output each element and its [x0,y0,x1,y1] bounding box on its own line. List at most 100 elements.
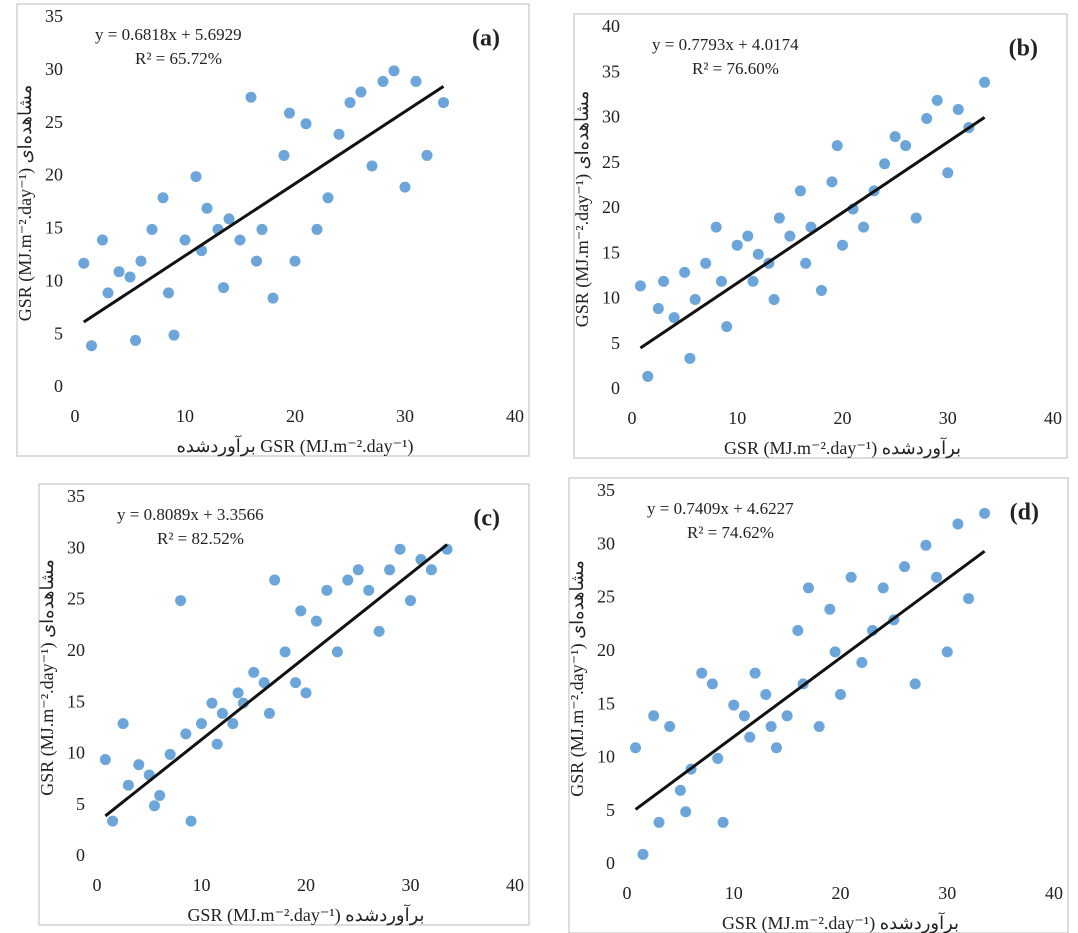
point [425,564,437,576]
trendline [639,116,986,350]
y-tick-label: 35 [597,480,615,500]
point [394,543,406,555]
y-axis-label: GSR (MJ.m⁻².day⁻¹) مشاهده‌ای [572,91,593,327]
point [792,625,804,637]
point [377,75,389,87]
point [749,667,761,679]
x-tick-label: 20 [832,883,850,903]
point [216,707,228,719]
point [813,720,825,732]
point [653,816,665,828]
y-tick-label: 30 [67,537,85,557]
point [355,86,367,98]
point [234,234,246,246]
x-tick-label: 0 [628,408,637,428]
point [634,280,646,292]
point [157,192,169,204]
point [333,128,345,140]
point [963,593,975,605]
point [384,564,396,576]
point [889,131,901,143]
point [921,113,933,124]
point [910,212,922,224]
point [684,352,696,364]
equation: y = 0.6818x + 5.6929 [95,25,242,44]
point [805,221,817,233]
point [251,255,262,267]
y-tick-label: 20 [597,640,615,660]
x-tick-label: 40 [506,875,524,895]
point [352,564,364,576]
point [742,230,754,242]
point [738,710,750,722]
point [728,699,740,711]
x-tick-label: 10 [176,406,194,426]
equation: y = 0.7409x + 4.6227 [647,499,794,518]
point [952,518,964,530]
point [931,571,943,583]
point [211,738,223,750]
point [122,779,134,791]
point [206,697,218,709]
trendline [104,543,449,818]
y-tick-label: 0 [606,853,615,873]
point [815,284,827,296]
point [715,275,727,287]
point [837,239,848,251]
y-tick-label: 15 [597,693,615,713]
point [279,646,291,658]
panel-label: (a) [472,26,500,52]
x-axis-label: برآوردشده GSR (MJ.m⁻².day⁻¹) [176,435,413,457]
point [388,65,400,77]
point [858,221,870,233]
y-tick-label: 30 [602,107,620,127]
x-tick-label: 40 [506,406,524,426]
y-tick-label: 25 [602,152,620,172]
point [163,287,174,299]
y-tick-label: 40 [602,16,620,36]
point [223,213,235,225]
point [179,234,191,246]
point [877,582,889,594]
point [258,677,270,689]
trendline [634,550,986,811]
point [879,158,891,170]
x-tick-label: 0 [71,406,80,426]
r-squared: R² = 65.72% [135,49,222,68]
point [712,752,724,764]
point [931,94,943,106]
point [900,140,912,152]
point [752,248,764,260]
r-squared: R² = 76.60% [692,59,779,78]
point [218,282,229,294]
point [920,539,932,551]
y-tick-label: 15 [602,242,620,262]
point [952,103,964,115]
y-tick-label: 20 [45,165,63,185]
point [835,688,846,700]
point [363,584,375,596]
point [747,275,759,287]
point [269,574,281,586]
y-tick-label: 5 [611,333,620,353]
x-tick-label: 10 [725,883,743,903]
point [154,789,166,801]
x-tick-label: 30 [938,883,956,903]
point [794,185,806,197]
point [263,707,275,719]
point [102,287,114,299]
x-axis-label: GSR (MJ.m⁻².day⁻¹) برآوردشده [724,437,961,459]
point [826,176,838,188]
point [642,370,654,382]
point [856,657,868,669]
point [267,292,279,304]
x-tick-label: 20 [286,406,304,426]
point [290,677,302,689]
point [311,223,323,235]
y-tick-label: 10 [597,747,615,767]
y-axis-label: GSR (MJ.m⁻².day⁻¹) مشاهده‌ای [15,85,36,321]
y-axis-label: GSR (MJ.m⁻².day⁻¹) مشاهده‌ای [567,560,588,796]
point [78,257,90,269]
point [175,595,187,607]
y-tick-label: 25 [597,587,615,607]
